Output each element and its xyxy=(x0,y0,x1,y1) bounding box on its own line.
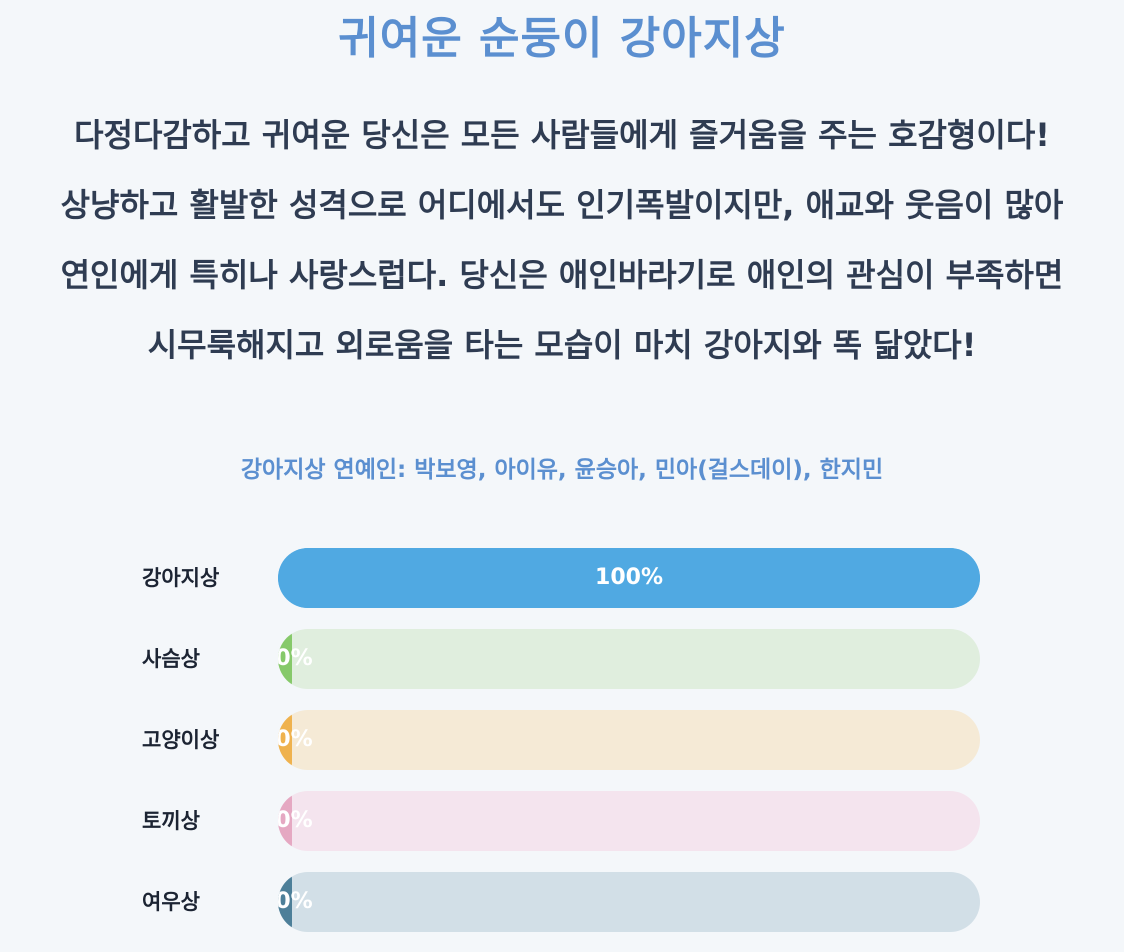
score-label: 사슴상 xyxy=(142,647,200,671)
score-label: 강아지상 xyxy=(142,566,220,590)
celebrity-list: 강아지상 연예인: 박보영, 아이유, 윤승아, 민아(걸스데이), 한지민 xyxy=(240,457,884,483)
score-bar-track: 0% xyxy=(278,872,980,932)
score-percent: 100% xyxy=(595,565,663,590)
score-label: 여우상 xyxy=(142,890,200,914)
score-bar-fill xyxy=(278,629,292,689)
score-bar-track: 0% xyxy=(278,629,980,689)
score-bar-fill xyxy=(278,548,980,608)
score-row-dog: 강아지상 100% xyxy=(142,548,982,608)
score-bar-track: 0% xyxy=(278,710,980,770)
score-label: 고양이상 xyxy=(142,728,220,752)
result-description: 다정다감하고 귀여운 당신은 모든 사람들에게 즐거움을 주는 호감형이다! 상… xyxy=(60,116,1064,364)
score-row-fox: 여우상 0% xyxy=(142,872,982,932)
score-percent: 0% xyxy=(278,889,313,914)
score-row-cat: 고양이상 0% xyxy=(142,710,982,770)
score-bar-track: 0% xyxy=(278,791,980,851)
score-percent: 0% xyxy=(278,727,313,752)
result-title: 귀여운 순둥이 강아지상 xyxy=(338,13,786,64)
score-percent: 0% xyxy=(278,646,313,671)
score-label: 토끼상 xyxy=(142,809,200,833)
score-percent: 0% xyxy=(278,808,313,833)
score-bar-fill xyxy=(278,791,292,851)
score-bar-track: 100% xyxy=(278,548,980,608)
score-bar-fill xyxy=(278,872,292,932)
score-row-deer: 사슴상 0% xyxy=(142,629,982,689)
score-row-rabbit: 토끼상 0% xyxy=(142,791,982,851)
score-bar-fill xyxy=(278,710,292,770)
